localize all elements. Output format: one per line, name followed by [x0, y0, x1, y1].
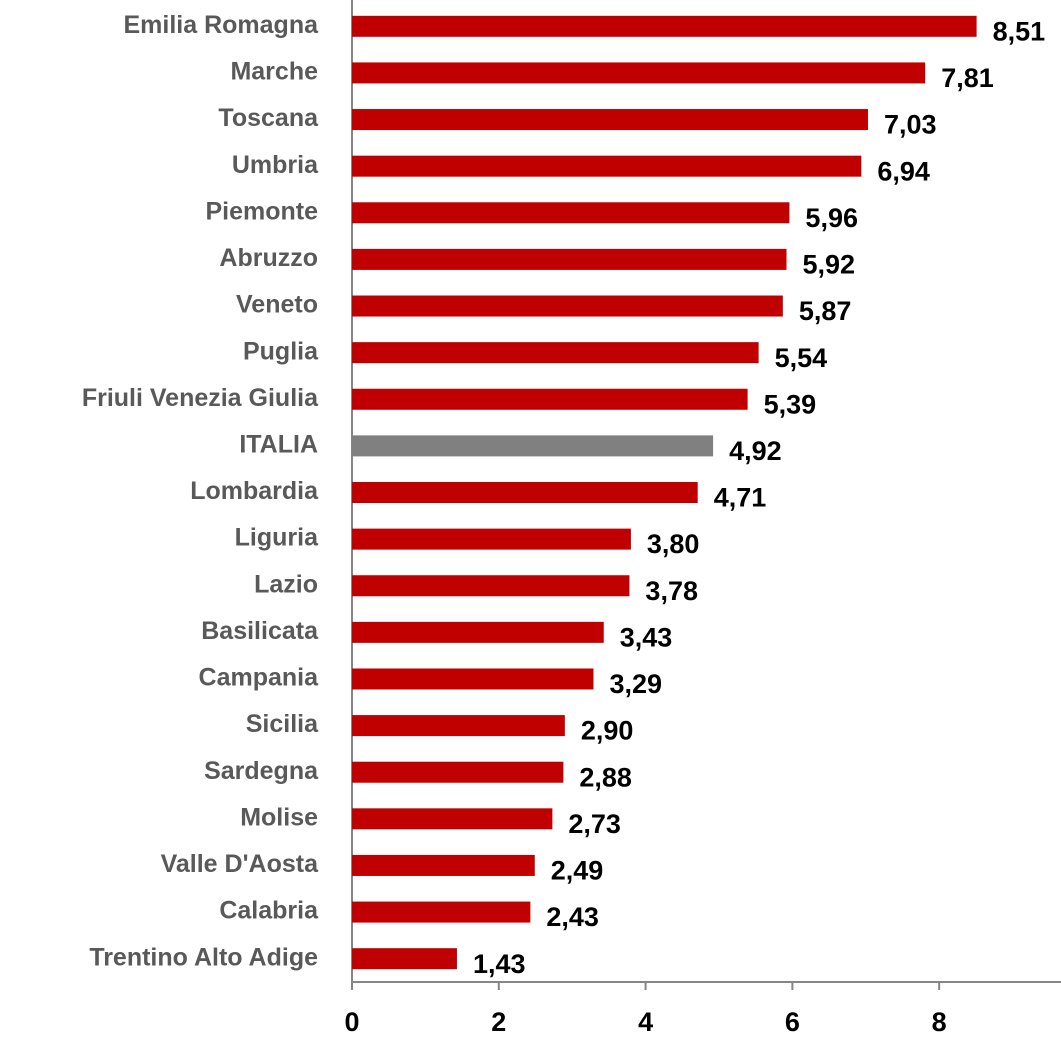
bar — [352, 202, 790, 224]
bar — [352, 342, 759, 364]
bar — [352, 668, 594, 690]
y-tick-label: Campania — [199, 664, 320, 692]
value-label: 1,43 — [473, 949, 526, 979]
y-tick-label: Piemonte — [205, 197, 318, 225]
value-label: 2,49 — [551, 856, 604, 886]
y-tick-label: Sicilia — [246, 710, 319, 738]
y-tick-label: Liguria — [235, 524, 319, 552]
bar — [352, 295, 783, 317]
y-tick-label: Friuli Venezia Giulia — [82, 384, 319, 412]
y-tick-label: Valle D'Aosta — [161, 850, 319, 878]
bar — [352, 854, 535, 876]
x-tick-label: 8 — [932, 1007, 947, 1037]
x-tick-label: 0 — [344, 1007, 359, 1037]
y-tick-label: ITALIA — [239, 430, 318, 458]
y-tick-label: Sardegna — [204, 757, 319, 785]
x-tick-label: 4 — [638, 1007, 653, 1037]
value-label: 7,03 — [884, 110, 937, 140]
y-tick-label: Lombardia — [190, 477, 319, 505]
value-label: 5,96 — [805, 203, 858, 233]
bar — [352, 248, 787, 270]
bar — [352, 715, 565, 737]
bar — [352, 948, 457, 970]
bar — [352, 528, 631, 550]
y-tick-label: Marche — [230, 58, 318, 86]
y-tick-label: Puglia — [243, 337, 319, 365]
value-label: 3,78 — [645, 576, 698, 606]
y-tick-label: Umbria — [232, 151, 319, 179]
value-label: 5,39 — [764, 389, 817, 419]
value-label: 8,51 — [993, 16, 1046, 46]
value-label: 7,81 — [941, 63, 994, 93]
y-tick-label: Molise — [240, 803, 318, 831]
value-label: 3,80 — [647, 529, 700, 559]
y-tick-label: Lazio — [254, 570, 318, 598]
value-label: 6,94 — [877, 156, 930, 186]
bar — [352, 621, 604, 643]
bar — [352, 575, 630, 597]
value-label: 5,92 — [803, 250, 856, 280]
bar — [352, 901, 531, 923]
value-label: 2,43 — [546, 902, 599, 932]
bar — [352, 155, 862, 177]
bar — [352, 482, 698, 503]
value-label: 2,73 — [568, 809, 621, 839]
y-tick-label: Trentino Alto Adige — [89, 943, 318, 971]
y-tick-label: Basilicata — [201, 617, 319, 645]
value-label: 3,43 — [620, 622, 673, 652]
bar — [352, 388, 748, 410]
bar — [352, 761, 564, 783]
value-label: 5,87 — [799, 296, 852, 326]
value-label: 2,90 — [581, 716, 634, 746]
bar — [352, 435, 714, 457]
bar — [352, 15, 977, 37]
bar — [352, 62, 926, 84]
value-label: 3,29 — [609, 669, 662, 699]
bar — [352, 808, 553, 830]
y-tick-label: Calabria — [219, 897, 319, 925]
value-label: 5,54 — [775, 343, 828, 373]
value-label: 2,88 — [579, 762, 632, 792]
y-tick-label: Emilia Romagna — [124, 11, 320, 39]
y-tick-label: Veneto — [236, 291, 318, 319]
y-tick-label: Toscana — [218, 104, 319, 132]
x-tick-label: 2 — [491, 1007, 506, 1037]
value-label: 4,92 — [729, 436, 782, 466]
y-tick-label: Abruzzo — [219, 244, 318, 272]
value-label: 4,71 — [714, 483, 767, 513]
x-tick-label: 6 — [785, 1007, 800, 1037]
bar — [352, 109, 868, 131]
